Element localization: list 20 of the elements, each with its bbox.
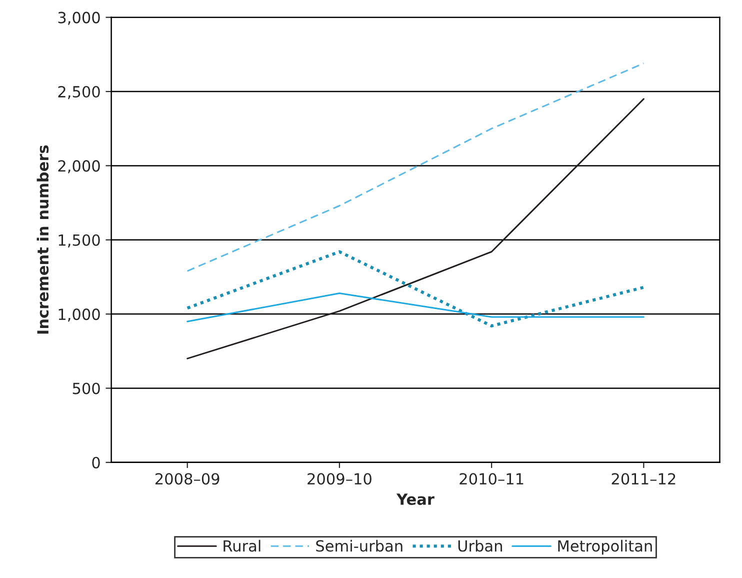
y-tick-label: 2,000	[58, 160, 100, 174]
x-tick-label: 2009–10	[308, 473, 372, 485]
line-series	[186, 250, 646, 328]
y-tick-label: 1,500	[58, 234, 100, 248]
legend-label: Rural	[224, 540, 260, 552]
line-series	[186, 98, 644, 360]
legend-label: Urban	[458, 540, 502, 552]
legend-label: Metropolitan	[558, 540, 652, 555]
legend-label: Semi-urban	[316, 540, 402, 552]
y-tick-label: 0	[92, 456, 100, 468]
x-tick-label: 2011–12	[612, 473, 676, 485]
y-tick-label: 500	[72, 382, 100, 394]
y-axis-title: Increment in numbers	[36, 145, 49, 334]
y-tick-label: 3,000	[58, 12, 100, 25]
line-series	[186, 62, 644, 272]
x-tick-label: 2010–11	[460, 473, 524, 485]
y-tick-label: 2,500	[58, 86, 100, 100]
x-tick-label: 2008–09	[155, 473, 220, 485]
x-axis-title: Year	[396, 494, 434, 505]
y-tick-label: 1,000	[58, 308, 100, 322]
